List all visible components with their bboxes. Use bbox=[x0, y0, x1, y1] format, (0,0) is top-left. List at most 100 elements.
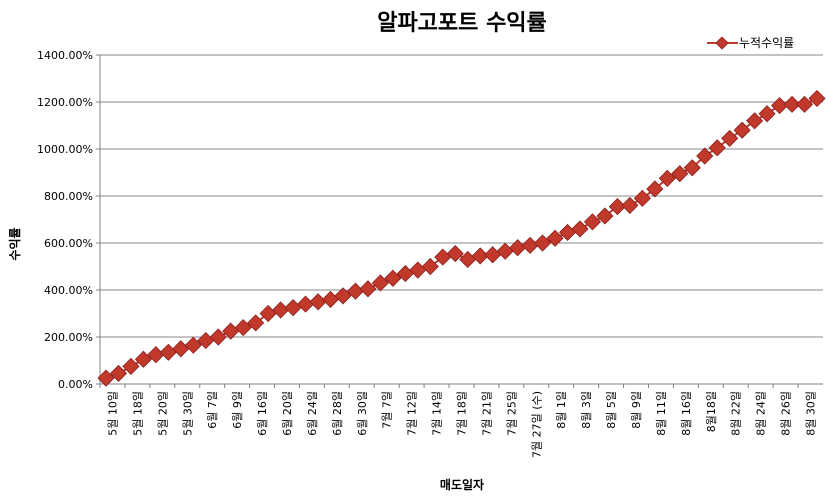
data-point bbox=[771, 96, 789, 115]
data-point bbox=[746, 112, 764, 130]
y-tick-label: 400.00% bbox=[44, 284, 93, 297]
data-point bbox=[434, 248, 452, 266]
x-tick-label: 6월 16일 bbox=[255, 391, 269, 436]
data-point bbox=[509, 239, 527, 257]
x-tick-label: 8월 3일 bbox=[579, 391, 593, 429]
x-tick-label: 5월 18일 bbox=[130, 391, 144, 436]
data-point bbox=[808, 89, 826, 108]
data-point bbox=[733, 121, 751, 139]
x-tick-label: 8월 22일 bbox=[729, 391, 743, 436]
data-point bbox=[521, 236, 539, 254]
data-point bbox=[209, 328, 227, 346]
data-point bbox=[359, 280, 377, 298]
data-point bbox=[471, 247, 489, 265]
data-point bbox=[384, 269, 402, 287]
data-point bbox=[97, 369, 115, 387]
x-tick-label: 5월 10일 bbox=[105, 391, 119, 436]
legend: 누적수익률 bbox=[707, 36, 794, 50]
x-tick-label: 8월 9일 bbox=[629, 391, 643, 429]
data-point bbox=[658, 169, 676, 187]
data-point bbox=[633, 189, 651, 207]
data-point bbox=[259, 304, 277, 323]
data-point bbox=[172, 340, 190, 358]
data-point bbox=[309, 293, 327, 311]
gridlines bbox=[100, 54, 823, 338]
data-point bbox=[184, 336, 202, 354]
x-tick-label: 8월 30일 bbox=[804, 391, 818, 436]
data-point bbox=[371, 274, 389, 292]
y-tick-label: 1400.00% bbox=[37, 49, 93, 62]
x-tick-label: 6월 20일 bbox=[280, 391, 294, 436]
y-tick-labels: 0.00% 200.00% 400.00% 600.00% 800.00% 1000.00… bbox=[37, 49, 93, 391]
data-point bbox=[247, 314, 265, 332]
data-point bbox=[272, 301, 290, 319]
data-point bbox=[122, 357, 140, 375]
x-tick-label: 6월 9일 bbox=[230, 391, 244, 429]
y-tick-label: 1000.00% bbox=[37, 143, 93, 156]
data-point bbox=[234, 319, 252, 337]
x-tick-label: 6월 28일 bbox=[330, 391, 344, 436]
data-point bbox=[583, 213, 602, 231]
y-tick-label: 0.00% bbox=[58, 378, 93, 391]
x-tick-label: 8월 5일 bbox=[604, 391, 618, 429]
x-tick-label: 6월 24일 bbox=[305, 391, 319, 436]
y-tick-label: 600.00% bbox=[44, 237, 93, 250]
x-tick-label: 7월 18일 bbox=[455, 391, 469, 436]
data-point bbox=[596, 207, 614, 225]
x-axis-label: 매도일자 bbox=[440, 477, 484, 492]
axes bbox=[96, 54, 823, 388]
data-point bbox=[496, 242, 514, 260]
data-point bbox=[708, 139, 726, 157]
data-point bbox=[409, 261, 427, 279]
data-point bbox=[646, 180, 664, 198]
data-point bbox=[683, 159, 701, 177]
x-tick-label: 7월 25일 bbox=[504, 391, 518, 436]
data-point bbox=[534, 234, 552, 252]
y-tick-label: 200.00% bbox=[44, 331, 93, 344]
x-tick-label: 6월 30일 bbox=[355, 391, 369, 436]
legend-label: 누적수익률 bbox=[739, 36, 794, 50]
data-point bbox=[334, 287, 352, 305]
x-tick-label: 8월 1일 bbox=[554, 391, 568, 429]
data-point bbox=[696, 147, 714, 165]
data-point bbox=[446, 245, 464, 263]
series-polyline bbox=[105, 97, 818, 380]
y-tick-label: 800.00% bbox=[44, 190, 93, 203]
x-tick-label: 6월 7일 bbox=[205, 391, 219, 429]
x-tick-label: 7월 14일 bbox=[430, 391, 444, 436]
x-tick-label: 7월 27일 (수) bbox=[529, 391, 543, 458]
x-tick-label: 7월 7일 bbox=[380, 391, 394, 429]
data-point bbox=[546, 229, 564, 247]
data-point bbox=[571, 220, 589, 238]
data-point bbox=[671, 165, 689, 183]
x-tick-label: 8월 24일 bbox=[754, 391, 768, 436]
data-point bbox=[484, 246, 502, 264]
data-point bbox=[421, 257, 439, 276]
x-tick-label: 8월 11일 bbox=[654, 391, 668, 436]
series-line bbox=[97, 89, 826, 387]
x-tick-label: 5월 30일 bbox=[180, 391, 194, 436]
data-point bbox=[321, 290, 340, 308]
data-point bbox=[721, 129, 739, 147]
data-point bbox=[159, 343, 177, 361]
x-tick-labels: 5월 10일 5월 18일 5월 20일 5월 30일 6월 7일 6월 9일 6월 16일… bbox=[105, 391, 817, 458]
data-point bbox=[795, 95, 814, 113]
x-tick-label: 7월 12일 bbox=[405, 391, 419, 436]
data-point bbox=[621, 196, 639, 214]
legend-marker bbox=[715, 36, 729, 50]
x-tick-label: 7월 21일 bbox=[479, 391, 493, 436]
x-tick-label: 8월 16일 bbox=[679, 391, 693, 436]
x-tick-label: 8월18일 bbox=[704, 391, 718, 432]
data-point bbox=[758, 105, 776, 123]
y-axis-label: 수익률 bbox=[8, 227, 22, 260]
data-point bbox=[109, 364, 128, 382]
data-point bbox=[608, 198, 626, 216]
y-tick-label: 1200.00% bbox=[37, 96, 93, 109]
data-point bbox=[134, 350, 152, 368]
data-point bbox=[783, 95, 801, 113]
data-point bbox=[297, 295, 315, 313]
x-tick-label: 8월 26일 bbox=[779, 391, 793, 436]
data-point bbox=[284, 299, 302, 317]
chart-title: 알파고포트 수익률 bbox=[377, 11, 547, 36]
